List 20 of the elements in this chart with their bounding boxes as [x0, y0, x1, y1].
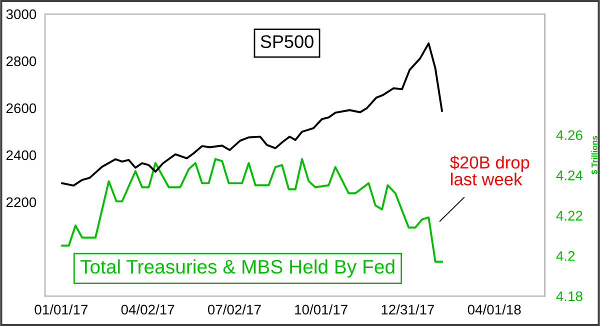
y2-axis-title: $ Trillions: [591, 136, 598, 174]
y2-tick-label: 4.26: [556, 130, 582, 140]
x-tick-label: 04/01/18: [468, 304, 521, 315]
y-tick-label: 2400: [6, 150, 36, 160]
y2-tick-label: 4.2: [556, 251, 575, 261]
x-tick-label: 01/01/17: [34, 304, 88, 315]
x-tick-label: 10/01/17: [295, 304, 348, 315]
x-tick-label: 12/31/17: [382, 304, 434, 315]
y-tick-label: 2600: [6, 103, 36, 114]
y2-tick-label: 4.22: [556, 210, 582, 220]
y-tick-label: 2800: [6, 56, 36, 66]
x-tick-label: 07/02/17: [208, 304, 261, 315]
series-label: Total Treasuries & MBS Held By Fed: [80, 259, 394, 278]
y2-tick-label: 4.24: [556, 170, 583, 180]
x-tick-label: 04/02/17: [121, 304, 174, 315]
y-tick-label: 2200: [6, 197, 36, 208]
y2-tick-label: 4.18: [556, 291, 582, 302]
text: SP500: [260, 35, 314, 48]
annotation: $20B drop last week: [450, 156, 530, 186]
y-tick-label: 3000: [6, 9, 36, 20]
